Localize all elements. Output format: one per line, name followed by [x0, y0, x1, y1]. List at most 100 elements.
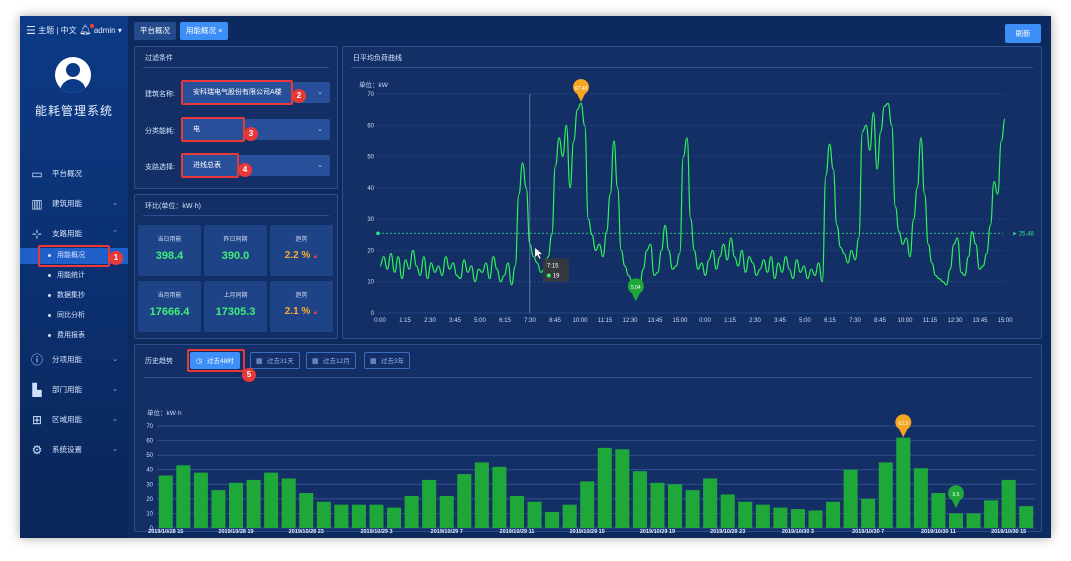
- daily-x-tick: 1:15: [724, 318, 736, 324]
- history-x-tick: 2019/10/30 3: [782, 529, 814, 533]
- annotation-box-2: [181, 80, 293, 105]
- daily-load-chart[interactable]: 单位：kW 0 10 20 30 40 50 60 70 0:00 1:15 2:30 3:45 5:00…: [343, 47, 1043, 340]
- tooltip-value: 19: [553, 274, 560, 280]
- history-y-tick: 60: [146, 439, 153, 445]
- lastmonth-energy-card: 上月同期 17305.3: [204, 281, 267, 332]
- theme-switch[interactable]: 主题: [38, 26, 55, 35]
- sidebar-subitem-energy-overview[interactable]: 用能概况: [20, 248, 128, 264]
- notification-dot: [89, 24, 94, 28]
- annotation-badge-5: 5: [242, 368, 256, 382]
- daily-x-tick: 13:45: [647, 318, 663, 324]
- daily-x-tick: 6:15: [499, 318, 511, 324]
- sidebar-item-department-energy[interactable]: ▙ 部门用能 ⌄: [20, 380, 128, 400]
- sidebar-item-platform-overview[interactable]: ▭ 平台概况: [31, 167, 82, 181]
- history-x-tick: 2019/10/29 19: [640, 529, 675, 533]
- history-bar: [439, 495, 454, 528]
- tab-past-48h[interactable]: ◷ 过去48时: [190, 352, 240, 369]
- history-bar-chart[interactable]: 单位：kW·h 0 10 20 30 40 50 60 70 2019/10/28 15 2019/…: [135, 345, 1043, 533]
- history-bar: [755, 504, 770, 528]
- tab-past-31d[interactable]: ▦ 过去31天: [250, 352, 300, 369]
- history-x-tick: 2019/10/29 23: [710, 529, 745, 533]
- history-bar: [211, 490, 226, 528]
- branch-label: 支路选择:: [145, 164, 175, 171]
- department-icon: ▙: [32, 383, 42, 397]
- sidebar-subitem-cost-report[interactable]: 费用报表: [20, 328, 128, 344]
- sidebar-item-branch-energy[interactable]: ⊹ 支路用能 ⌃: [20, 224, 128, 244]
- annotation-box-3: [181, 117, 245, 142]
- category-label: 分类能耗:: [145, 128, 175, 135]
- sidebar-subitem-data-reading[interactable]: 数据集抄: [20, 288, 128, 304]
- sidebar-item-building-energy[interactable]: ▥ 建筑用能 ⌄: [20, 194, 128, 214]
- history-bar: [808, 510, 823, 528]
- history-bar: [334, 504, 349, 528]
- history-bar: [299, 493, 314, 528]
- user-dropdown-icon[interactable]: ▾: [117, 26, 122, 35]
- chevron-down-icon: ⌄: [112, 200, 118, 207]
- tab-close-icon[interactable]: ×: [218, 26, 223, 35]
- avatar[interactable]: [55, 57, 91, 93]
- yesterday-energy-value: 390.0: [221, 250, 250, 262]
- history-min-marker-shape: [947, 485, 964, 509]
- tab-energy-overview[interactable]: 用能概况 ×: [180, 22, 229, 40]
- daily-x-tick: 3:45: [774, 318, 786, 324]
- history-bar: [720, 494, 735, 528]
- tooltip-series-dot: [546, 273, 551, 278]
- history-bar: [176, 465, 191, 528]
- chevron-down-icon: ⌄: [317, 126, 323, 133]
- tab-platform-overview[interactable]: 平台概况: [134, 22, 176, 40]
- daily-x-tick: 10:00: [572, 318, 588, 324]
- history-bar: [667, 484, 683, 528]
- history-bar: [931, 493, 946, 528]
- daily-x-tick: 7:30: [524, 318, 536, 324]
- user-name[interactable]: admin: [93, 26, 116, 35]
- sidebar-item-area-energy[interactable]: ⊞ 区域用能 ⌄: [20, 410, 128, 430]
- history-bar: [1019, 506, 1034, 528]
- history-bar: [896, 437, 911, 528]
- daily-x-tick: 2:30: [424, 318, 436, 324]
- sidebar-item-itemized-energy[interactable]: ⓘ 分项用能 ⌄: [20, 350, 128, 370]
- yesterday-energy-card: 昨日同期 390.0: [204, 225, 267, 276]
- daily-chart-title: 日平均负荷曲线: [353, 55, 402, 62]
- sidebar-subitem-energy-statistics[interactable]: 用能统计: [20, 268, 128, 284]
- lightning-icon: ⓘ: [30, 353, 43, 367]
- history-y-tick: 0: [150, 526, 154, 532]
- history-bar: [228, 482, 244, 528]
- history-bar: [457, 474, 472, 528]
- sidebar-item-system-settings[interactable]: ⚙ 系统设置 ⌄: [20, 440, 128, 460]
- tab-past-12m[interactable]: ▦ 过去12月: [306, 352, 356, 369]
- history-min-marker: 9.5: [947, 485, 964, 509]
- refresh-button[interactable]: 刷新: [1005, 24, 1041, 43]
- history-bar: [878, 462, 893, 528]
- menu-icon[interactable]: ☰: [26, 25, 36, 37]
- history-x-tick: 2019/10/30 15: [991, 529, 1026, 533]
- monthly-trend-card: 趋势 2.1 % ▲: [270, 281, 333, 332]
- settings-icon: ⚙: [31, 443, 43, 457]
- daily-load-line: [379, 102, 1006, 289]
- history-bar: [738, 501, 753, 528]
- average-line-label: ➤ 25.48: [1012, 231, 1034, 237]
- history-panel: 历史趋势 ◷ 过去48时 ▦ 过去31天 ▦ 过去12月 ▦ 过去3年 5 单位：kW·…: [134, 344, 1043, 533]
- daily-y-tick: 30: [367, 217, 374, 223]
- daily-x-tick: 5:00: [474, 318, 486, 324]
- ratio-panel: 环比(单位：kW·h) 当日用能 398.4 昨日同期 390.0 趋势 2.2…: [134, 194, 338, 339]
- lastmonth-energy-value: 17305.3: [215, 306, 256, 318]
- sidebar-subitem-yoy-analysis[interactable]: 同比分析: [20, 308, 128, 324]
- building-icon: ▥: [31, 197, 43, 211]
- history-bar: [474, 462, 489, 528]
- daily-x-tick: 12:30: [947, 318, 963, 324]
- daily-unit-label: 单位：kW: [359, 80, 389, 89]
- language-switch[interactable]: 中文: [60, 26, 77, 35]
- tab-past-3y[interactable]: ▦ 过去3年: [364, 352, 411, 369]
- daily-x-tick: 12:30: [622, 318, 638, 324]
- annotation-box-4: [181, 153, 239, 178]
- history-y-tick: 70: [146, 424, 153, 430]
- area-icon: ⊞: [31, 413, 43, 427]
- history-bar: [790, 509, 805, 528]
- daily-y-tick: 0: [371, 311, 375, 317]
- max-marker-shape: [573, 78, 590, 102]
- branch-select[interactable]: 进线总表 ⌄: [183, 155, 330, 176]
- daily-x-tick: 3:45: [449, 318, 461, 324]
- annotation-badge-3: 3: [244, 127, 258, 141]
- bell-icon[interactable]: 🔔︎: [78, 24, 94, 36]
- daily-x-tick: 8:45: [874, 318, 886, 324]
